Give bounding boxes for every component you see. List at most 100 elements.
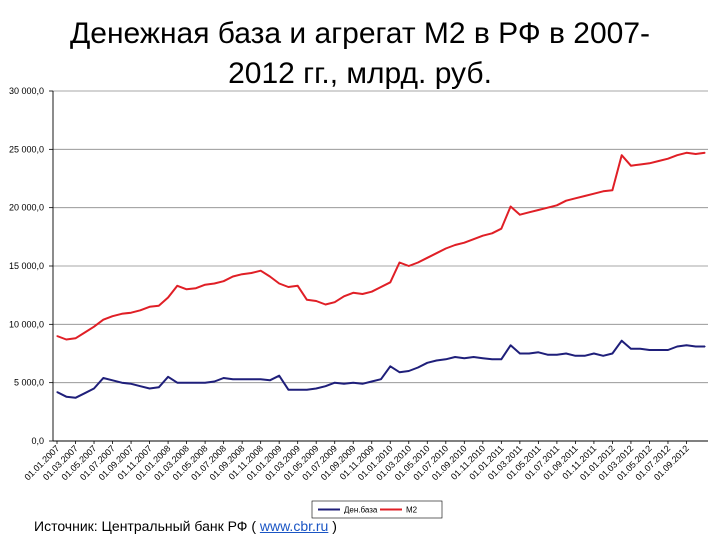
data-point xyxy=(695,345,697,348)
y-tick-label: 5 000,0 xyxy=(14,378,44,388)
y-tick-label: 20 000,0 xyxy=(9,203,44,213)
y-tick-label: 30 000,0 xyxy=(9,86,44,96)
series-line-den-baza xyxy=(56,339,705,399)
data-point xyxy=(56,391,58,393)
data-point xyxy=(352,292,354,294)
data-point xyxy=(186,382,188,384)
data-point xyxy=(204,382,206,384)
data-point xyxy=(435,252,438,254)
data-point xyxy=(315,300,317,302)
chart-title-line-2: 2012 гг., млрд. руб. xyxy=(228,57,492,90)
data-point xyxy=(195,287,197,289)
data-point xyxy=(232,378,234,380)
data-point xyxy=(584,195,586,197)
data-point xyxy=(593,193,595,195)
data-point xyxy=(491,358,493,360)
data-point xyxy=(510,205,512,208)
data-point xyxy=(148,387,151,390)
source-suffix: ) xyxy=(328,518,337,534)
data-point xyxy=(232,275,234,278)
legend-box xyxy=(311,500,443,519)
data-point xyxy=(658,160,660,162)
data-point xyxy=(491,232,493,234)
data-point xyxy=(371,291,373,293)
data-point xyxy=(186,288,188,290)
data-point xyxy=(611,189,614,191)
data-point xyxy=(565,352,567,355)
data-point xyxy=(602,190,604,192)
data-point xyxy=(361,383,364,385)
data-point xyxy=(102,319,104,321)
data-point xyxy=(398,261,401,264)
y-tick-label: 0,0 xyxy=(31,436,44,446)
chart-title-line-1: Денежная база и агрегат М2 в РФ в 2007- xyxy=(69,17,650,50)
data-point xyxy=(408,370,410,372)
data-point xyxy=(676,345,678,348)
data-point xyxy=(519,214,521,216)
data-point xyxy=(306,299,308,301)
data-point xyxy=(463,357,465,359)
data-point xyxy=(352,382,354,384)
data-point xyxy=(334,301,336,303)
data-point xyxy=(158,386,160,388)
data-point xyxy=(547,207,549,209)
data-point xyxy=(454,244,456,246)
data-point xyxy=(84,331,86,334)
data-point xyxy=(389,365,391,367)
data-point xyxy=(445,358,447,360)
data-point xyxy=(380,378,382,380)
data-point xyxy=(260,378,262,380)
data-point xyxy=(704,345,706,348)
source-link[interactable]: www.cbr.ru xyxy=(259,518,329,534)
data-point xyxy=(306,389,308,391)
data-point xyxy=(130,383,132,385)
data-point xyxy=(334,382,336,384)
data-point xyxy=(269,379,271,381)
data-point xyxy=(84,392,86,394)
data-point xyxy=(241,273,243,275)
data-point xyxy=(176,285,178,287)
series-line-m2 xyxy=(56,151,706,341)
data-point xyxy=(565,200,567,202)
data-point xyxy=(56,335,58,337)
data-point xyxy=(667,349,669,351)
data-point xyxy=(611,352,614,355)
data-point xyxy=(454,356,456,358)
data-point xyxy=(297,285,299,287)
data-point xyxy=(111,315,114,317)
data-point xyxy=(278,375,280,377)
data-point xyxy=(389,281,391,283)
data-point xyxy=(121,382,123,384)
data-point xyxy=(287,286,290,288)
data-point xyxy=(139,309,141,311)
data-point xyxy=(500,358,502,360)
data-point xyxy=(380,286,382,288)
data-point xyxy=(630,348,632,350)
y-axis: 0,0 5 000,0 10 000,0 15 000,0 20 000,0 25 000… xyxy=(9,86,54,446)
data-point xyxy=(250,272,252,274)
data-point xyxy=(361,293,364,295)
data-point xyxy=(639,163,641,166)
data-point xyxy=(658,349,660,351)
data-point xyxy=(269,275,271,278)
data-point xyxy=(685,344,688,346)
data-point xyxy=(463,242,465,244)
source-note: Источник: Центральный банк РФ ( www.cbr.… xyxy=(34,518,337,534)
data-point xyxy=(297,389,299,391)
data-point xyxy=(324,385,327,387)
data-point xyxy=(93,326,95,328)
data-point xyxy=(417,261,419,264)
data-point xyxy=(74,337,77,339)
data-point xyxy=(121,313,123,315)
data-point xyxy=(648,349,651,351)
data-point xyxy=(519,352,521,355)
data-point xyxy=(426,257,428,259)
legend-label: М2 xyxy=(406,506,418,515)
data-point xyxy=(130,312,132,314)
data-point xyxy=(324,303,327,306)
data-point xyxy=(602,355,604,357)
data-point xyxy=(223,280,225,282)
data-point xyxy=(287,389,290,391)
data-point xyxy=(500,228,502,230)
y-tick-label: 15 000,0 xyxy=(9,261,44,271)
